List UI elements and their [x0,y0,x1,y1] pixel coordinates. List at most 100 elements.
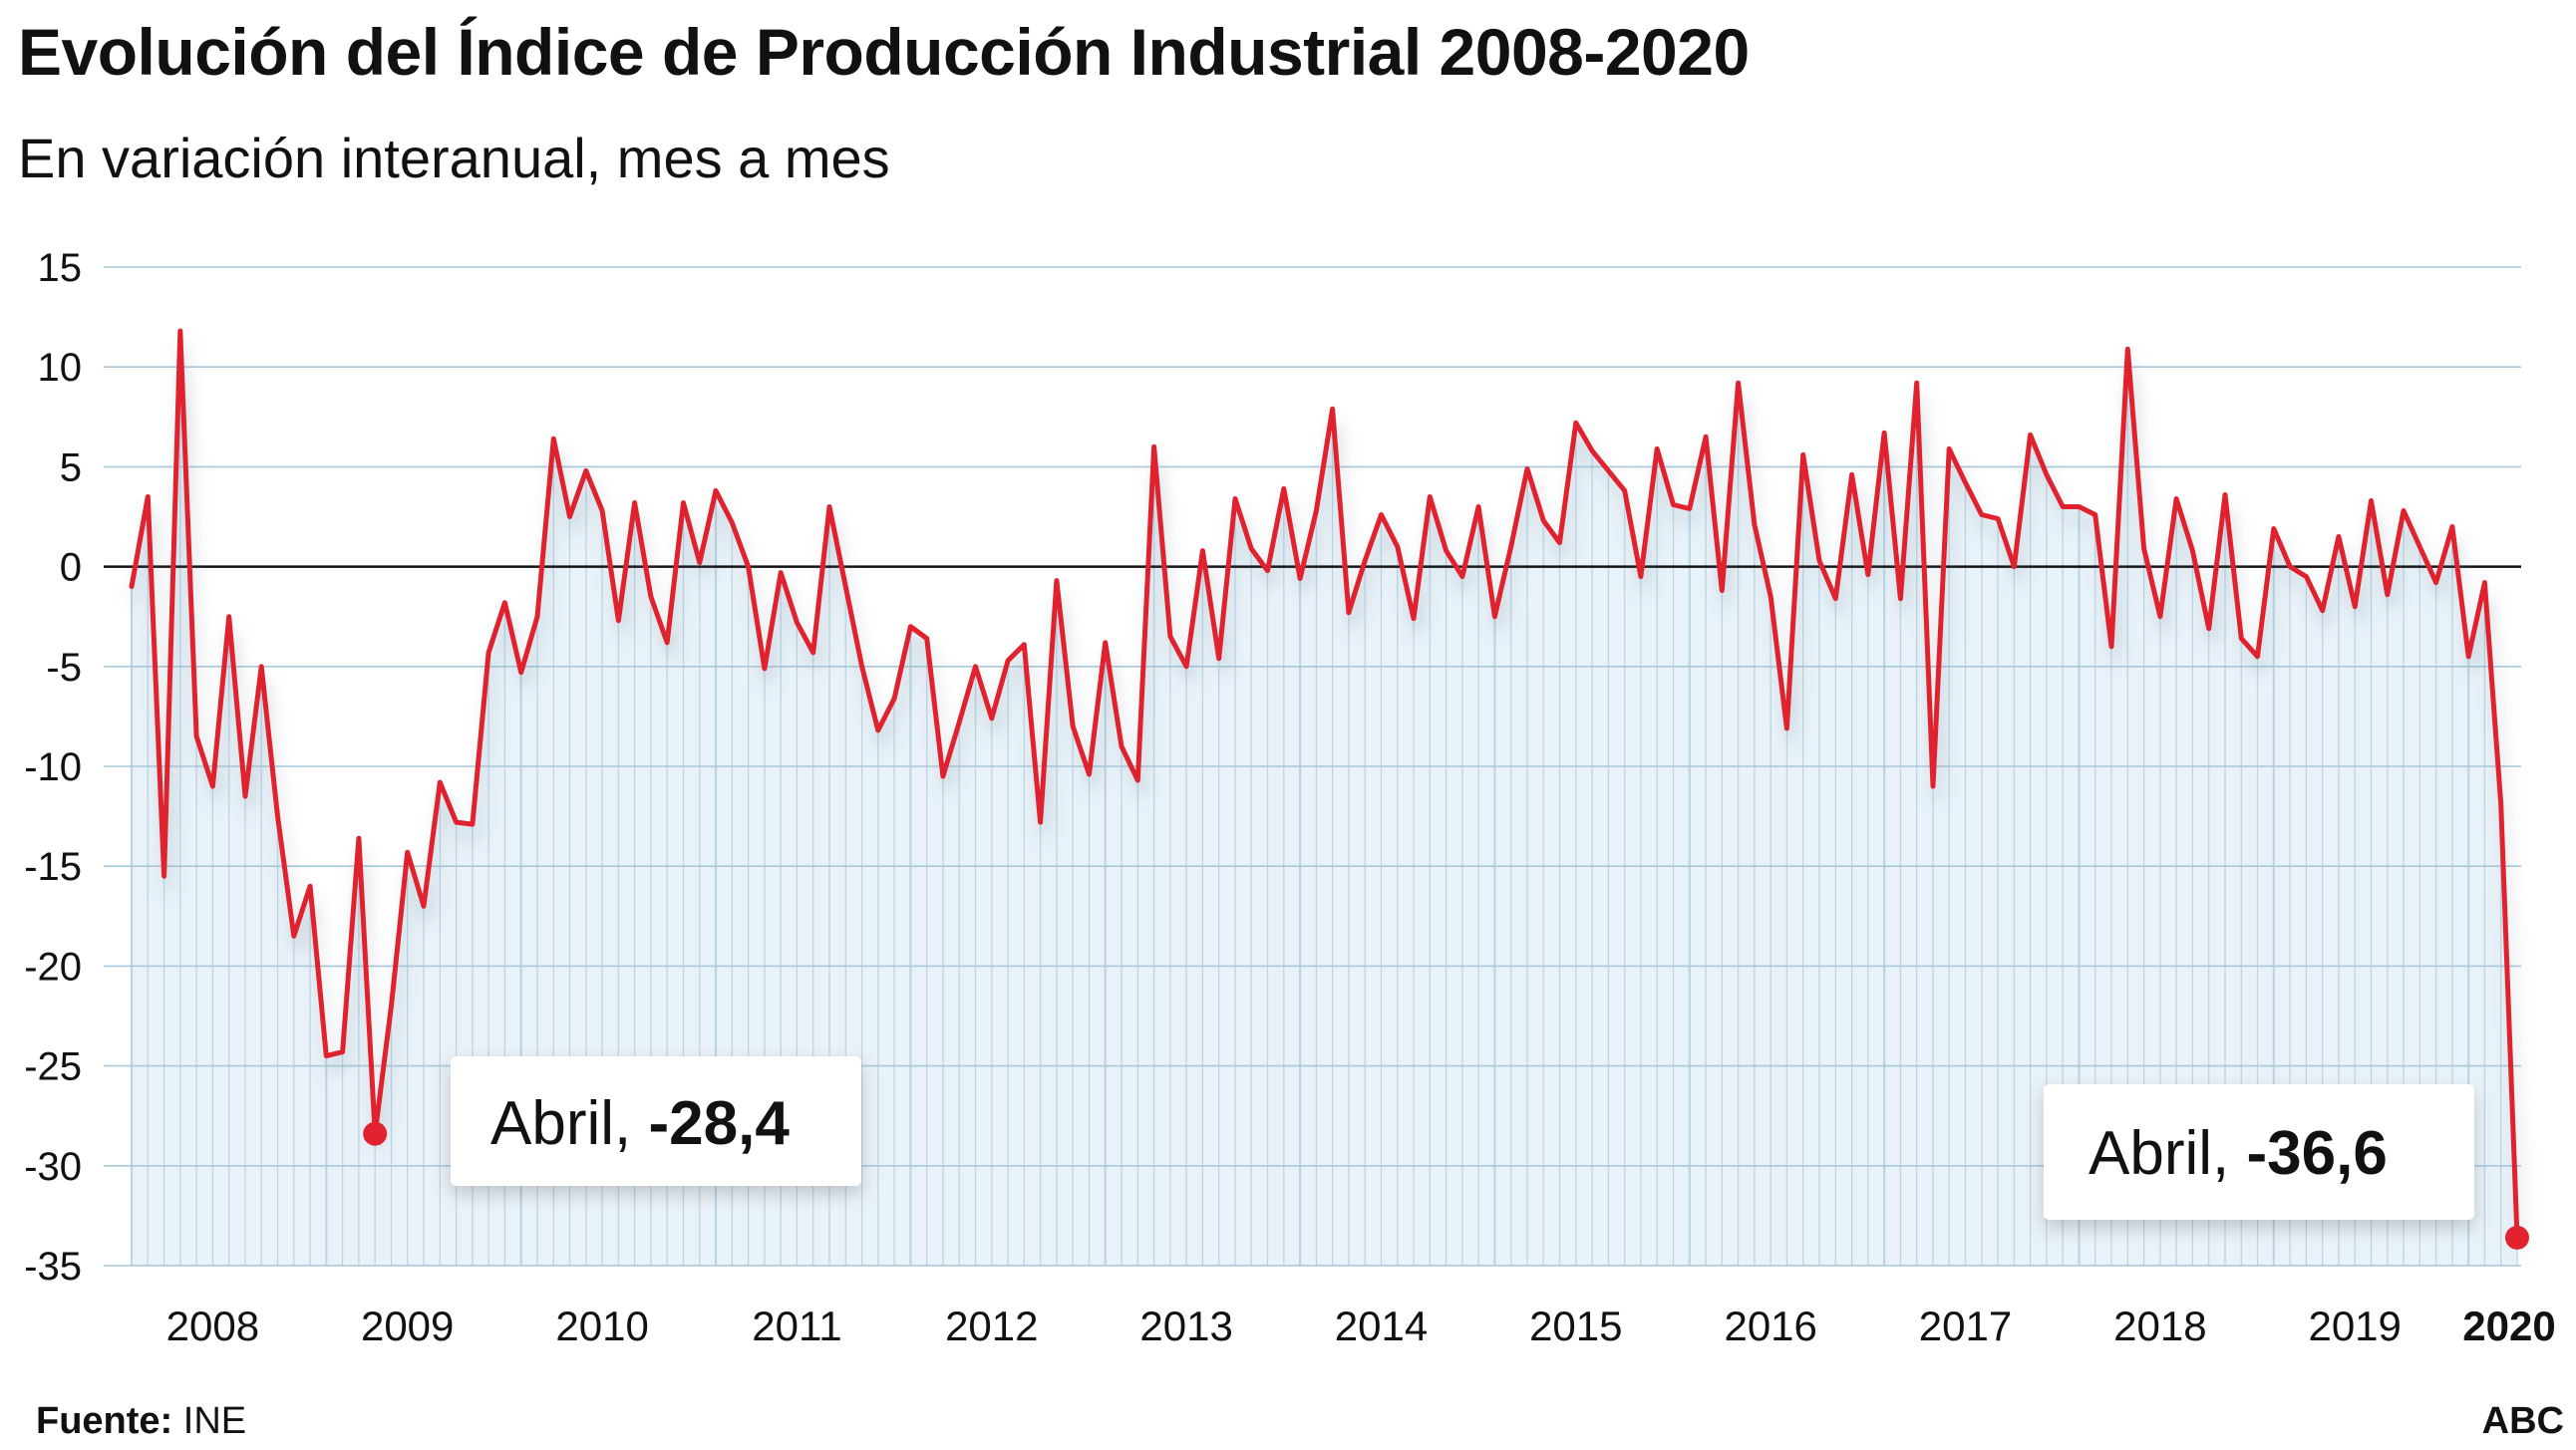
data-point [1168,635,1172,639]
annotation-value: -28,4 [648,1089,790,1158]
annotation-box [2044,1084,2474,1220]
data-point [2078,505,2082,509]
data-point [2109,645,2113,649]
annotation-box [451,1056,861,1186]
data-point [502,601,506,605]
data-point [1314,509,1318,513]
data-point [2434,581,2438,585]
data-point [227,615,231,619]
data-point [730,521,734,525]
data-point [649,595,653,599]
data-point [908,625,912,629]
data-point [1363,559,1367,563]
data-point [2142,547,2146,551]
data-point [633,501,637,505]
data-point [568,515,572,519]
data-point [1135,778,1139,782]
data-point [2190,549,2194,553]
data-point [2402,509,2406,513]
source-value: INE [182,1400,247,1442]
data-point [1347,611,1351,615]
x-tick-label: 2014 [1335,1303,1428,1349]
annotation-label: Abril, -28,4 [490,1089,790,1158]
data-point [1688,507,1692,511]
data-point [1850,472,1854,476]
data-point [1022,643,1026,647]
data-point [1882,431,1886,435]
data-point [210,784,214,788]
data-point [1801,452,1805,456]
data-point [843,585,847,589]
data-point [1639,575,1643,579]
data-point [535,615,539,619]
data-point [2499,802,2503,806]
data-point [1249,547,1253,551]
data-point [2029,433,2033,436]
annotation-month: Abril, [2089,1119,2246,1188]
data-point [2450,525,2454,529]
data-point [292,934,296,938]
data-point [892,697,896,701]
data-point [1737,381,1741,385]
data-point [2207,627,2211,631]
data-point [1817,559,1821,563]
data-point [2158,615,2162,619]
data-point [146,495,150,499]
data-point [876,728,880,732]
data-point [2386,593,2390,597]
x-axis: 2008 2009 2010 2011 2012 2013 2014 2015 2016 2017… [166,1303,2556,1349]
chart-title: Evolución del Índice de Producción Indus… [18,15,1750,89]
data-point [1898,597,1902,601]
data-point [1055,579,1059,583]
x-tick-label: 2009 [361,1303,454,1349]
y-axis: 15 10 5 0 -5 -10 -15 -20 -25 -30 -35 [24,246,82,1289]
y-tick-label: -30 [24,1145,82,1189]
data-point [2337,535,2341,539]
data-point [2370,499,2374,503]
data-point [616,619,620,623]
data-point [2272,527,2276,531]
data-point [1753,523,1757,527]
data-point [422,904,426,908]
data-point [1460,575,1464,579]
data-point [2304,575,2308,579]
data-point [519,671,523,675]
data-point [1915,381,1919,385]
data-point [763,667,767,671]
data-point [2239,637,2243,641]
data-point [1331,407,1335,411]
data-point [941,774,945,778]
x-tick-label: 2017 [1919,1303,2012,1349]
data-point [1184,665,1188,669]
data-point [276,814,280,818]
data-point [1590,448,1594,452]
x-tick-label: 2013 [1139,1303,1232,1349]
data-point [2417,545,2421,549]
data-point [194,734,198,738]
y-tick-label: -15 [24,845,82,889]
data-point [2223,493,2227,497]
x-tick-label: 2016 [1724,1303,1816,1349]
x-tick-label: 2019 [2308,1303,2401,1349]
data-point [357,836,361,840]
data-point [584,468,588,472]
y-tick-label: 15 [38,246,83,290]
data-point [1509,545,1513,549]
data-point [486,651,490,655]
annotation-value: -36,6 [2246,1119,2387,1188]
data-point [747,565,751,569]
x-tick-label: 2011 [752,1303,841,1349]
series-line [129,328,2520,1241]
data-point [471,822,475,826]
y-tick-label: -5 [46,646,82,690]
x-tick-label: 2018 [2113,1303,2206,1349]
source-note: Fuente: INE [36,1400,246,1443]
x-tick-label: 2008 [166,1303,259,1349]
data-point [1833,597,1837,601]
highlight-point [2505,1225,2529,1250]
data-point [1655,446,1659,450]
data-point [1606,468,1610,472]
annotation-month: Abril, [490,1089,648,1158]
annotations: Abril, -28,4 Abril, -36,6 [363,1056,2529,1250]
